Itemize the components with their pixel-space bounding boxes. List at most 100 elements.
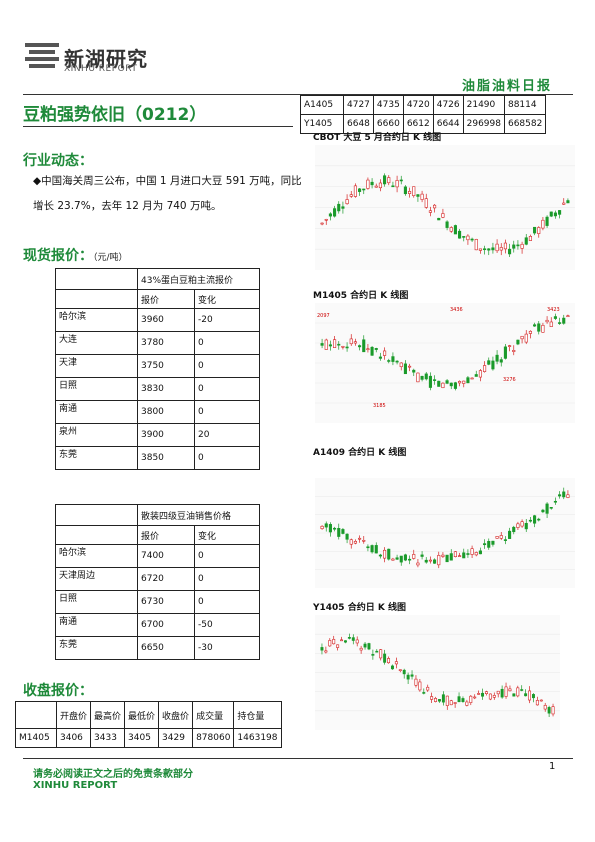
candle-body [541, 324, 545, 333]
candle-body [543, 704, 547, 710]
chart2-kline: 2097 3436 3423 3276 3185 [315, 303, 575, 423]
candle-body [434, 698, 438, 702]
table-cell: 1463198 [233, 728, 282, 748]
candle-body [520, 521, 524, 527]
candle-body [558, 494, 562, 497]
candle-body [499, 247, 503, 251]
candle-body [487, 248, 491, 251]
candle-body [320, 222, 324, 225]
candle-body [328, 640, 332, 647]
candle-body [512, 350, 516, 352]
candle-body [562, 317, 566, 324]
candle-body [473, 696, 477, 699]
table-cell: 6644 [432, 114, 464, 134]
candle-body [512, 693, 516, 697]
candle-body [466, 235, 470, 241]
candle-body [374, 545, 378, 554]
candle-body [478, 248, 482, 251]
candle-body [528, 236, 532, 241]
candle-body [524, 333, 528, 343]
candle-body [424, 559, 428, 563]
candle-body [336, 644, 340, 648]
candle-body [341, 206, 345, 209]
candle-body [408, 191, 412, 194]
candle-body [387, 658, 391, 664]
candle-body [474, 552, 478, 556]
candle-body [516, 687, 520, 697]
city-cell: 天津 [55, 354, 138, 378]
column-header: 最高价 [90, 701, 126, 729]
candle-body [345, 199, 349, 205]
chart4-kline [315, 615, 560, 730]
candle-body [487, 540, 491, 548]
candle-body [391, 356, 395, 362]
candle-body [324, 339, 328, 350]
candle-body [549, 507, 553, 509]
candle-body [499, 535, 503, 539]
table-cell [55, 525, 138, 545]
candle-body [412, 369, 416, 373]
closing-table: 开盘价 最高价 最低价 收盘价 成交量 持仓量 M1405 3406 3433 3405 3429 8… [15, 701, 282, 748]
logo [23, 40, 63, 72]
candle-body [428, 210, 432, 213]
candle-body [374, 348, 378, 350]
candle-body [353, 185, 357, 197]
candle-body [430, 696, 434, 700]
candle-body [424, 373, 428, 380]
candle-body [406, 674, 410, 680]
candle-body [340, 639, 344, 642]
column-header: 持仓量 [233, 701, 282, 729]
candle-body [520, 689, 524, 691]
candle-body [445, 380, 449, 384]
candle-body [358, 345, 362, 348]
candle-body [566, 494, 570, 498]
candle-body [395, 360, 399, 363]
column-header: 收盘价 [158, 701, 194, 729]
candle-body [537, 323, 541, 332]
candle-body [558, 322, 562, 324]
candle-body [371, 654, 375, 656]
candle-body [453, 225, 457, 235]
price-cell: 3900 [137, 423, 195, 447]
candle-body [349, 194, 353, 197]
candle-body [531, 694, 535, 699]
candle-body [328, 524, 332, 533]
candle-body [395, 557, 399, 560]
candle-body [353, 540, 357, 544]
table-row: 日照 6730 0 [55, 590, 260, 614]
candle-body [375, 650, 379, 653]
candle-body [416, 562, 420, 566]
table-row: 南通 6700 -50 [55, 613, 260, 637]
footer-rule [23, 758, 573, 759]
candle-body [483, 365, 487, 372]
table-header: 散装四级豆油销售价格 [137, 504, 260, 526]
candle-body [528, 690, 532, 701]
candle-body [478, 550, 482, 555]
candle-body [524, 237, 528, 245]
table-cell: 3433 [90, 728, 126, 748]
candle-body [512, 526, 516, 533]
column-header: 成交量 [192, 701, 235, 729]
candle-body [320, 525, 324, 529]
candle-body [412, 554, 416, 559]
candle-body [343, 640, 347, 643]
candle-body [370, 346, 374, 356]
table-row: 天津周边 6720 0 [55, 567, 260, 591]
table-cell [55, 289, 138, 309]
candle-body [470, 548, 474, 555]
candle-body [414, 678, 418, 686]
candle-body [383, 350, 387, 356]
candle-body [345, 533, 349, 540]
candle-body [403, 186, 407, 195]
futures-top-table: A1405 4727 4735 4720 4726 21490 88114 Y1405 6648… [300, 95, 547, 134]
candle-body [379, 649, 383, 659]
candle-body [549, 321, 553, 327]
candle-body [492, 695, 496, 698]
spot-heading: 现货报价：（元/吨） [23, 245, 128, 265]
candle-body [449, 382, 453, 387]
candle-body [466, 553, 470, 555]
price-cell: 6730 [137, 590, 195, 614]
candle-body [358, 537, 362, 540]
candle-body [541, 219, 545, 229]
candle-body [520, 243, 524, 249]
